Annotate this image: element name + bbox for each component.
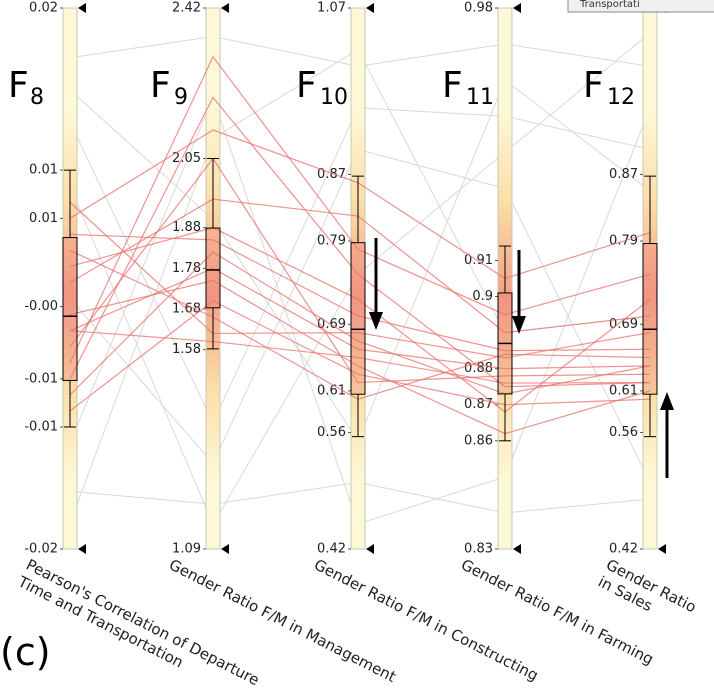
axis-label: Gender Ratio F/M in Constructing — [311, 556, 541, 685]
data-line — [69, 96, 651, 388]
y-tick-label: 0.42 — [609, 542, 638, 557]
axis-name: F — [296, 65, 317, 106]
axis-name: F — [442, 65, 463, 106]
end-marker — [78, 544, 86, 554]
y-tick-label: -0.00 — [24, 299, 58, 314]
box — [205, 227, 221, 309]
y-tick-label: 0.01 — [29, 211, 58, 226]
end-marker — [513, 3, 521, 13]
end-marker — [221, 544, 229, 554]
box — [642, 243, 658, 395]
y-tick-label: 0.56 — [609, 425, 638, 440]
y-tick-label: 0.86 — [464, 433, 493, 448]
y-tick-label: 0.01 — [29, 163, 58, 178]
data-line — [69, 279, 651, 435]
y-tick-label: 2.05 — [172, 151, 201, 166]
y-tick-label: 2.42 — [172, 1, 201, 16]
end-marker — [513, 544, 521, 554]
axis-index: 8 — [30, 85, 44, 110]
data-line — [69, 330, 651, 384]
axis-name: F — [8, 65, 29, 106]
y-tick-label: -0.01 — [24, 371, 58, 386]
arrow-head — [369, 312, 383, 330]
y-tick-label: 1.09 — [172, 542, 201, 557]
density — [206, 110, 220, 480]
boxes — [62, 158, 658, 442]
data-line — [69, 251, 651, 396]
data-line — [69, 201, 651, 359]
tooltip-box — [567, 0, 714, 13]
y-tick-label: 0.56 — [317, 425, 346, 440]
axis-name: F — [150, 65, 171, 106]
end-marker — [221, 3, 229, 13]
axis-index: 12 — [607, 85, 635, 110]
end-marker — [366, 3, 374, 13]
y-tick-label: 1.58 — [172, 342, 201, 357]
y-tick-label: 0.02 — [29, 1, 58, 16]
foreground-lines — [69, 55, 651, 435]
density — [643, 110, 657, 480]
y-tick-label: 0.79 — [317, 234, 346, 249]
axis-index: 10 — [320, 85, 348, 110]
density — [498, 110, 512, 480]
arrows — [369, 238, 674, 478]
panel-label: (c) — [0, 630, 51, 674]
y-tick-label: 0.98 — [464, 1, 493, 16]
box — [350, 242, 366, 395]
y-tick-label: 1.88 — [172, 220, 201, 235]
data-line — [69, 157, 651, 384]
axis-index: 11 — [466, 85, 494, 110]
axis-name: F — [583, 65, 604, 106]
tooltip: Transportati — [567, 0, 714, 13]
data-line — [69, 227, 651, 413]
density — [63, 110, 77, 480]
y-tick-label: 0.69 — [609, 317, 638, 332]
end-marker — [78, 3, 86, 13]
axis-label: Gender Ratio F/M in Management — [166, 556, 399, 686]
tooltip-text: Transportati — [579, 0, 640, 10]
y-tick-label: -0.01 — [24, 419, 58, 434]
y-tick-label: 0.87 — [609, 167, 638, 182]
y-tick-label: 1.07 — [317, 1, 346, 16]
y-tick-label: 0.61 — [609, 383, 638, 398]
y-tick-label: -0.02 — [24, 542, 58, 557]
y-tick-label: 0.83 — [464, 542, 493, 557]
arrow-head — [660, 392, 674, 410]
density — [351, 110, 365, 480]
y-tick-label: 0.61 — [317, 383, 346, 398]
end-marker — [366, 544, 374, 554]
y-tick-label: 0.9 — [472, 289, 493, 304]
end-marker — [658, 544, 666, 554]
y-tick-label: 0.42 — [317, 542, 346, 557]
box — [62, 237, 78, 381]
axis-index: 9 — [174, 85, 188, 110]
axis-label: Pearson's Correlation of Departure — [23, 556, 262, 690]
data-line — [69, 233, 651, 352]
arrow-head — [512, 316, 526, 334]
